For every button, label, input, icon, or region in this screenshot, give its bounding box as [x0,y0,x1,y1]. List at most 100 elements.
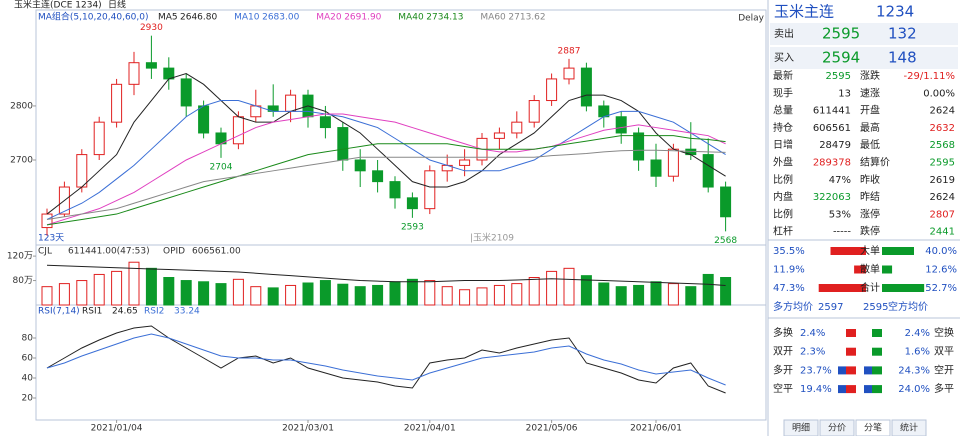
flow-sell-bar [882,265,893,274]
delay: Delay [738,14,764,24]
quote-label: 买入 [774,52,794,64]
volume-bar [598,282,610,306]
field-value: ----- [833,227,851,238]
field-label: 结算价 [860,156,890,169]
position-swatch [872,385,882,394]
legend-value: 24.65 [112,307,138,317]
volume-bar [633,284,645,306]
price-annotation: 2593 [401,222,424,232]
flow-buy-bar [854,265,866,274]
candle-body [93,121,105,156]
quote-size: 132 [888,25,917,43]
volume-bar [76,280,88,306]
field-label: 日增 [773,138,793,151]
instrument-name: 玉米主连 [774,3,834,21]
position-swatch [838,347,846,356]
legend-value: 33.24 [174,307,200,317]
volume-bar [372,284,384,306]
avg-value: 2597 [818,302,843,313]
candle-body [598,105,610,118]
field-label: 涨跌 [860,69,880,82]
volume-bar [128,261,140,306]
candle-body [145,62,157,69]
field-value: 2624 [930,106,955,117]
x-tick-label: 2021/03/01 [282,424,334,434]
candle-body [180,78,192,107]
rsi-line [46,333,726,386]
legend-name: MA40 [398,13,424,23]
quote-label: 卖出 [774,27,794,40]
volume-bar [180,280,192,306]
candle-body [337,127,349,161]
legend-value: 2646.80 [180,13,217,23]
ma-line [46,113,726,226]
position-swatch [838,385,846,394]
tab-label[interactable]: 统计 [900,422,918,434]
candle-body [198,105,210,134]
field-value: 53% [829,209,851,220]
volume-bar [319,280,331,306]
legend-value: 2691.90 [344,13,381,23]
position-value: 2.4% [800,328,825,339]
candle-body [250,105,262,118]
candle-body [615,116,627,134]
field-value: 606561 [813,123,851,134]
tab[interactable] [855,419,891,436]
flow-sell-bar [882,284,925,292]
tab[interactable] [783,419,819,436]
volume-bar [702,273,714,306]
position-swatch [864,329,872,337]
field-label: 涨停 [860,207,880,220]
volume-bar [476,287,488,306]
candle-body [319,116,331,129]
field-value: 2619 [930,175,955,186]
legend-value: 2713.62 [508,13,545,23]
tab[interactable] [891,419,927,436]
candle-body [41,213,53,229]
field-label: 昨结 [860,190,880,203]
rsi-line [46,325,726,394]
volume-bar [250,286,262,306]
y-tick-label: 40 [22,374,34,384]
position-label: 多换 [773,326,793,339]
field-label: 最低 [860,138,880,151]
candle-body [546,78,558,102]
period[interactable]: 日线 [108,0,126,11]
volume-bar [650,281,662,306]
position-swatch [838,329,846,337]
volume-bar [720,277,732,306]
candle-body [163,67,175,80]
field-label: 速涨 [860,87,880,99]
oi-line [46,264,726,286]
tab[interactable] [819,419,855,436]
volume-bar [267,287,279,306]
tab-label[interactable]: 分价 [828,423,846,434]
flow-buy-bar [818,284,866,292]
flow-name: 合计 [860,281,880,294]
field-label: 比例 [773,173,793,186]
tab-label[interactable]: 分笔 [864,422,882,434]
volume-bar [406,278,418,306]
field-value: 13 [838,88,851,99]
quote-row-bg [770,47,958,69]
candle-body [650,159,662,177]
volume-bar [615,286,627,306]
volume-bar [389,281,401,306]
position-swatch [838,366,846,375]
tab-label[interactable]: 明细 [792,422,810,434]
candle-body [511,121,523,134]
field-value: 28479 [819,140,851,151]
y-tick-label: 2800 [10,101,33,111]
volume-bar [685,286,697,306]
flow-buy-bar [830,247,866,255]
field-label: 开盘 [860,104,880,117]
position-label: 双开 [773,346,793,358]
legend-name[interactable]: CJL [38,247,52,257]
y-tick-label: 80 [22,334,34,344]
volume-bar [563,267,575,306]
x-tick-label: 2021/05/06 [526,424,578,434]
field-label: 总量 [773,104,793,117]
legend-name: MA10 [234,13,260,23]
legend-value: 606561.00 [192,247,241,257]
position-swatch [846,329,856,337]
